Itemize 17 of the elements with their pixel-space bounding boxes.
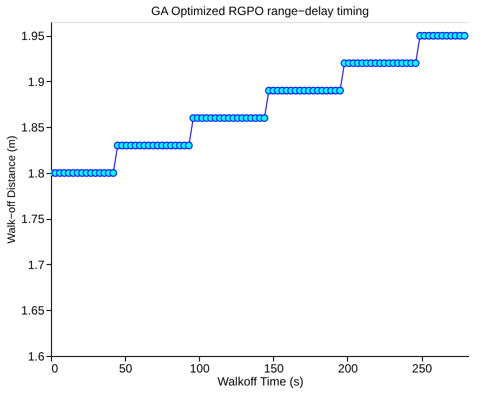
x-tick-label: 0 <box>52 362 58 376</box>
x-tick-label: 100 <box>190 362 210 376</box>
x-tick-label: 150 <box>264 362 284 376</box>
y-axis-title: Walk−off Distance (m) <box>6 136 18 244</box>
y-tick-label: 1.8 <box>28 166 45 180</box>
y-tick-label: 1.6 <box>28 350 45 364</box>
x-tick-label: 200 <box>338 362 358 376</box>
y-tick-label: 1.85 <box>21 120 45 135</box>
y-tick-label: 1.9 <box>28 74 45 89</box>
y-tick-label: 1.75 <box>21 212 45 226</box>
x-tick-label: 250 <box>412 362 432 376</box>
y-tick-label: 1.95 <box>21 29 45 44</box>
x-axis-title: Walkoff Time (s) <box>217 374 304 388</box>
y-tick-label: 1.7 <box>28 258 45 272</box>
x-tick-label: 50 <box>118 362 133 376</box>
y-tick-label: 1.65 <box>21 304 45 318</box>
chart-title: GA Optimized RGPO range−delay timing <box>151 4 369 18</box>
